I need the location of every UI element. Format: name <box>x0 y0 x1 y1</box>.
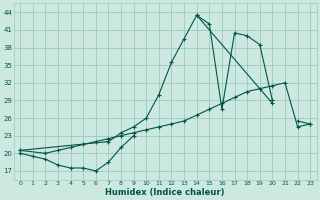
X-axis label: Humidex (Indice chaleur): Humidex (Indice chaleur) <box>106 188 225 197</box>
